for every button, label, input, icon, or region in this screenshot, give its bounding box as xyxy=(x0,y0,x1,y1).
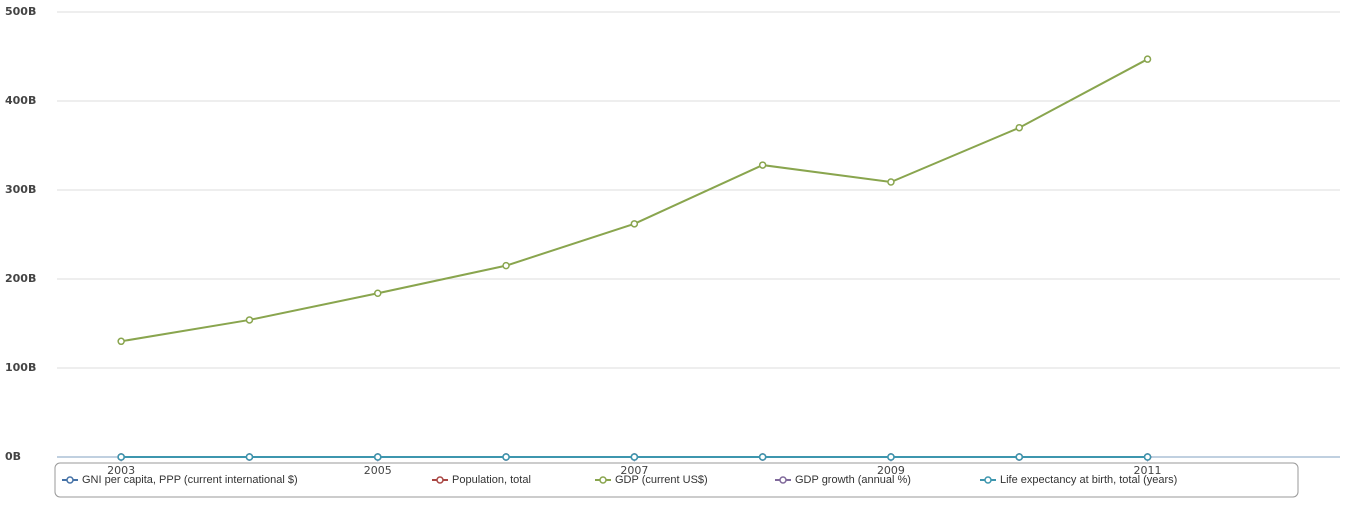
legend-marker xyxy=(66,476,74,484)
legend-marker xyxy=(984,476,992,484)
point xyxy=(117,453,125,461)
y-tick-label: 100B xyxy=(5,361,36,374)
point xyxy=(1143,55,1152,63)
point xyxy=(1015,123,1023,132)
point xyxy=(374,289,382,297)
legend-label: Life expectancy at birth, total (years) xyxy=(1000,474,1177,486)
point xyxy=(887,178,895,186)
x-tick-label: 2009 xyxy=(877,464,905,477)
point xyxy=(887,453,895,461)
y-tick-label: 500B xyxy=(5,5,36,18)
point xyxy=(630,453,639,461)
point xyxy=(502,453,510,461)
point xyxy=(758,161,767,169)
x-tick-label: 2011 xyxy=(1134,464,1162,477)
legend-label: GDP (current US$) xyxy=(615,474,708,486)
y-tick-label: 400B xyxy=(5,94,36,107)
legend-label: Population, total xyxy=(452,474,531,486)
point xyxy=(117,337,125,346)
legend-marker xyxy=(779,476,787,484)
point xyxy=(245,453,254,461)
y-tick-label: 200B xyxy=(5,272,36,285)
y-tick-label: 0B xyxy=(5,450,21,463)
x-tick-label: 2007 xyxy=(620,464,648,477)
y-tick-label: 300B xyxy=(5,183,36,196)
point xyxy=(1015,453,1023,461)
x-tick-label: 2005 xyxy=(364,464,392,477)
point xyxy=(758,453,767,461)
point xyxy=(374,453,382,461)
legend-marker xyxy=(599,476,607,484)
legend-box xyxy=(54,462,1299,498)
point xyxy=(1143,453,1152,461)
point xyxy=(630,220,639,228)
legend-marker xyxy=(436,476,444,484)
legend-label: GDP growth (annual %) xyxy=(795,474,911,486)
point xyxy=(502,261,510,270)
point xyxy=(245,316,254,324)
x-tick-label: 2003 xyxy=(107,464,135,477)
legend-label: GNI per capita, PPP (current internation… xyxy=(82,474,298,486)
